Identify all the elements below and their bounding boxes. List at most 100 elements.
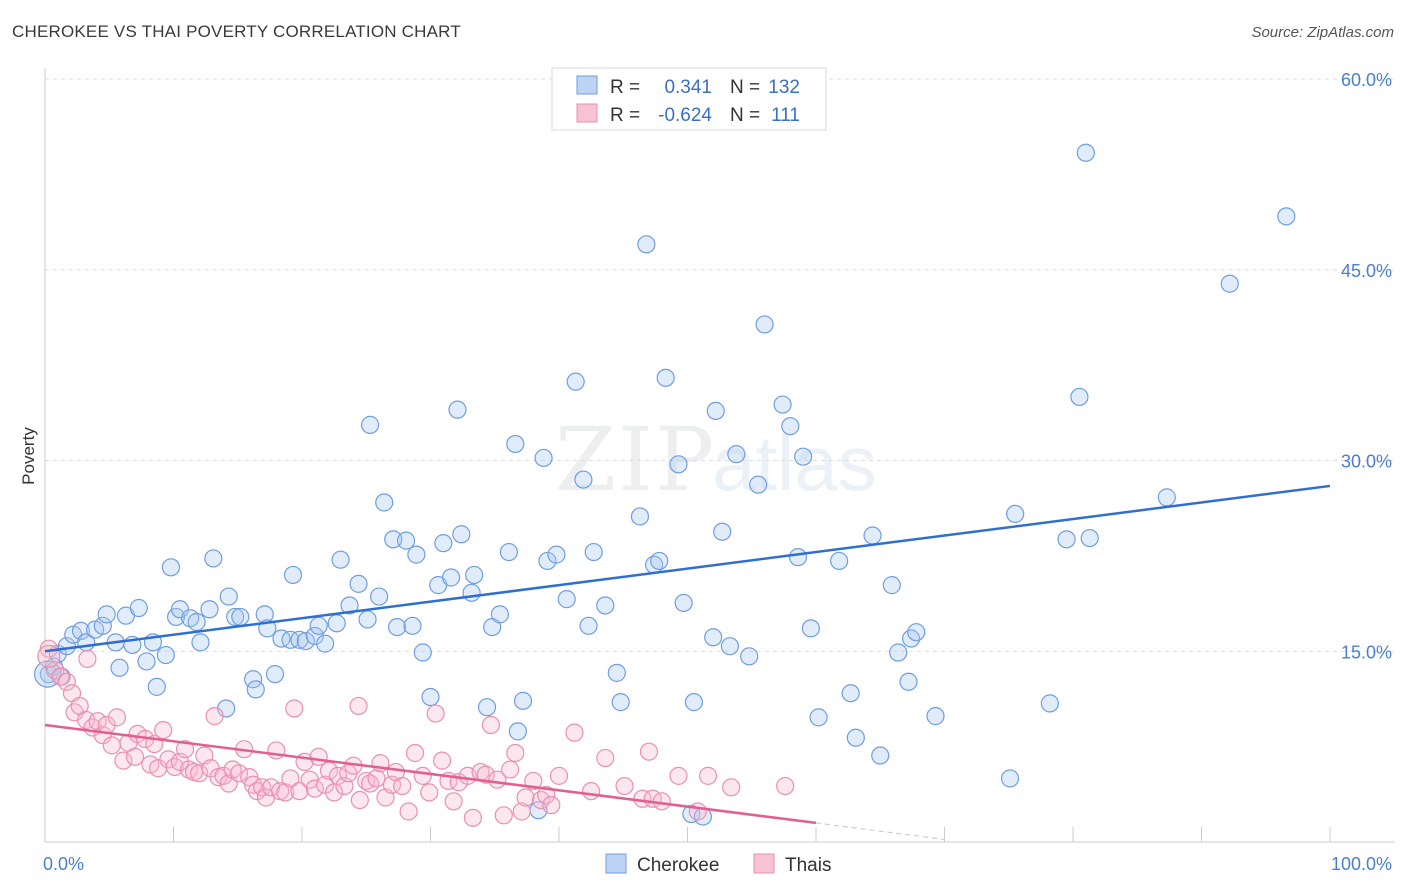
cherokee-point-40 xyxy=(290,630,309,649)
thais-point-108 xyxy=(639,742,659,761)
y-tick-label-15: 15.0% xyxy=(1341,642,1392,662)
cherokee-point-111 xyxy=(841,684,860,703)
cherokee-point-110 xyxy=(830,551,849,571)
cherokee-point-124 xyxy=(1057,530,1076,549)
cherokee-point-59 xyxy=(421,687,440,707)
tick-labels: 15.0% 30.0% 45.0% 60.0% 0.0% 100.0% xyxy=(43,70,1392,874)
cherokee-point-47 xyxy=(340,596,359,615)
thais-point-53 xyxy=(305,779,324,798)
thais-point-50 xyxy=(290,782,309,801)
thais-point-94 xyxy=(542,796,561,815)
cherokee-point-42 xyxy=(305,626,324,646)
thais-point-105 xyxy=(698,766,718,785)
cherokee-point-87 xyxy=(637,235,656,254)
thais-point-107 xyxy=(776,776,795,796)
cherokee-point-78 xyxy=(557,590,576,609)
legend-swatch-pink xyxy=(576,103,598,123)
thais-point-97 xyxy=(582,782,601,801)
cherokee-point-73 xyxy=(508,722,527,741)
thais-trend-line xyxy=(44,723,817,825)
thais-point-99 xyxy=(615,776,634,796)
cherokee-point-81 xyxy=(579,616,598,635)
thais-point-93 xyxy=(537,785,556,805)
cherokee-point-61 xyxy=(434,534,453,553)
y-tick-label-30: 30.0% xyxy=(1341,452,1392,472)
cherokee-point-108 xyxy=(801,619,820,638)
cherokee-point-58 xyxy=(413,643,432,662)
cherokee-point-96 xyxy=(704,628,723,647)
cherokee-point-84 xyxy=(607,663,626,682)
thais-point-81 xyxy=(463,808,483,827)
cherokee-point-90 xyxy=(656,368,675,387)
bottom-legend-swatch-blue xyxy=(605,853,627,874)
cherokee-point-50 xyxy=(361,415,380,434)
cherokee-point-33 xyxy=(246,680,265,699)
cherokee-point-26 xyxy=(200,600,219,619)
cherokee-point-66 xyxy=(465,565,484,585)
cherokee-point-91 xyxy=(669,455,688,474)
cherokee-points xyxy=(33,143,1296,826)
cherokee-point-89 xyxy=(650,551,669,571)
thais-point-88 xyxy=(506,743,525,763)
cherokee-point-97 xyxy=(706,401,725,421)
cherokee-point-16 xyxy=(137,652,156,671)
thais-point-95 xyxy=(549,766,569,785)
cherokee-point-80 xyxy=(574,470,593,489)
cherokee-point-12 xyxy=(110,658,129,677)
cherokee-point-54 xyxy=(387,617,407,637)
cherokee-trend-line xyxy=(44,484,1331,653)
cherokee-point-85 xyxy=(611,693,630,712)
y-axis-label: Poverty xyxy=(19,427,38,485)
cherokee-point-10 xyxy=(97,605,116,624)
cherokee-point-52 xyxy=(375,493,394,512)
cherokee-point-56 xyxy=(403,616,422,635)
legend-n-value-2: 111 xyxy=(771,105,800,126)
thais-point-65 xyxy=(367,769,386,788)
thais-point-54 xyxy=(309,747,328,766)
cherokee-point-98 xyxy=(713,522,732,541)
cherokee-point-62 xyxy=(441,568,461,587)
cherokee-point-107 xyxy=(794,447,813,466)
thais-point-26 xyxy=(175,740,195,759)
thais-point-14 xyxy=(114,751,133,770)
bottom-legend-label-thais: Thais xyxy=(785,855,831,876)
cherokee-point-76 xyxy=(538,551,557,571)
thais-point-49 xyxy=(285,699,304,718)
legend-r-value-1: 0.341 xyxy=(664,77,712,98)
cherokee-point-36 xyxy=(265,665,285,684)
cherokee-point-25 xyxy=(191,633,210,652)
cherokee-point-46 xyxy=(331,550,350,569)
cherokee-point-120 xyxy=(926,707,945,726)
thais-point-22 xyxy=(154,720,173,740)
cherokee-point-121 xyxy=(1000,769,1020,788)
thais-point-27 xyxy=(179,760,199,779)
y-tick-label-45: 45.0% xyxy=(1341,261,1392,281)
cherokee-point-129 xyxy=(1220,274,1239,293)
x-tick-label-max: 100.0% xyxy=(1331,854,1392,874)
cherokee-point-63 xyxy=(448,400,467,419)
thais-point-109 xyxy=(349,696,368,716)
cherokee-point-123 xyxy=(1040,694,1059,713)
cherokee-point-49 xyxy=(358,610,377,629)
cherokee-point-119 xyxy=(907,623,926,642)
cherokee-point-53 xyxy=(384,530,403,549)
zipatlas-watermark: ZIP atlas xyxy=(555,408,877,511)
cherokee-point-82 xyxy=(584,542,603,562)
thais-point-9 xyxy=(88,712,107,731)
thais-point-75 xyxy=(426,704,445,723)
thais-points xyxy=(37,639,795,827)
thais-point-37 xyxy=(229,764,249,783)
cherokee-point-31 xyxy=(231,607,250,627)
cherokee-point-43 xyxy=(309,616,328,635)
cherokee-point-106 xyxy=(788,548,808,567)
thais-point-70 xyxy=(393,776,412,796)
thais-point-104 xyxy=(688,802,707,821)
cherokee-point-79 xyxy=(566,372,585,391)
trend-lines xyxy=(44,484,1331,841)
cherokee-point-104 xyxy=(773,395,792,414)
thais-point-106 xyxy=(722,778,741,797)
cherokee-point-130 xyxy=(1277,207,1296,226)
cherokee-point-55 xyxy=(396,531,416,550)
cherokee-point-127 xyxy=(1076,143,1095,162)
